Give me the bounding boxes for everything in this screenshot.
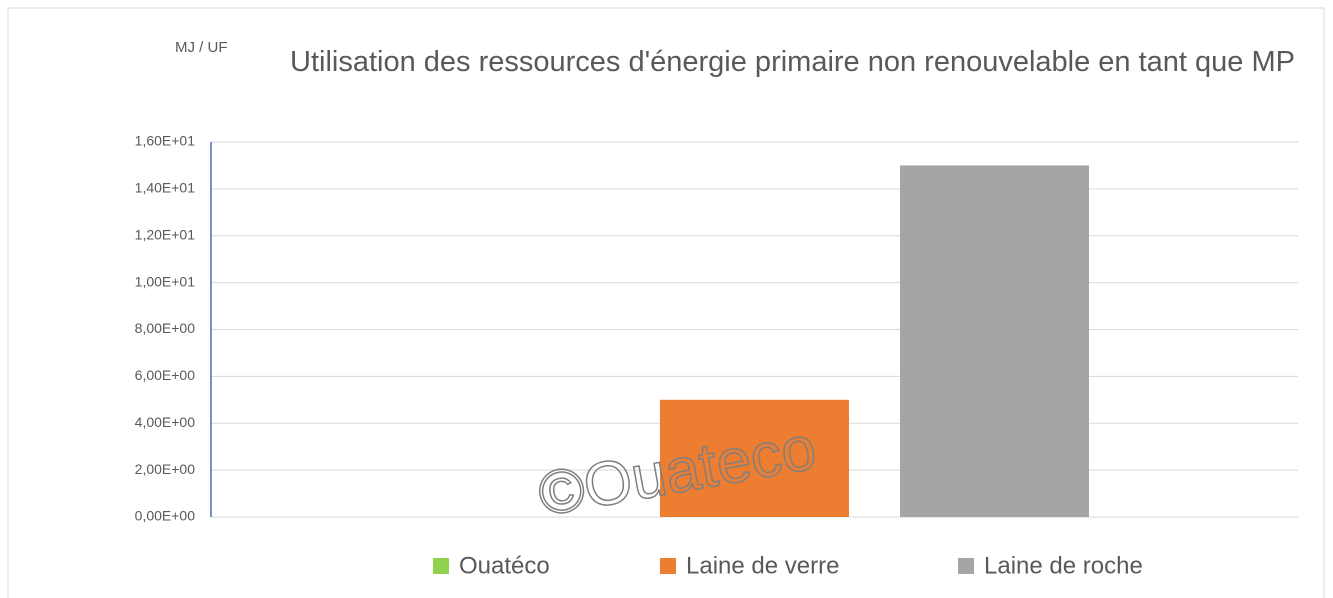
bar — [900, 165, 1089, 517]
legend-swatch — [958, 558, 974, 574]
y-tick-label: 1,20E+01 — [135, 226, 196, 242]
legend-swatch — [433, 558, 449, 574]
legend-label: Laine de verre — [686, 552, 839, 579]
y-tick-label: 0,00E+00 — [135, 508, 196, 524]
y-tick-label: 1,60E+01 — [135, 133, 196, 149]
y-tick-label: 4,00E+00 — [135, 414, 196, 430]
y-tick-label: 1,00E+01 — [135, 273, 196, 289]
chart-title: Utilisation des ressources d'énergie pri… — [290, 46, 1295, 78]
y-tick-label: 8,00E+00 — [135, 320, 196, 336]
legend-swatch — [660, 558, 676, 574]
y-axis-label: MJ / UF — [175, 39, 228, 56]
y-tick-label: 1,40E+01 — [135, 180, 196, 196]
legend-label: Laine de roche — [984, 552, 1143, 579]
y-tick-label: 6,00E+00 — [135, 367, 196, 383]
bar — [660, 399, 849, 517]
legend-label: Ouatéco — [459, 552, 550, 579]
y-tick-label: 2,00E+00 — [135, 461, 196, 477]
